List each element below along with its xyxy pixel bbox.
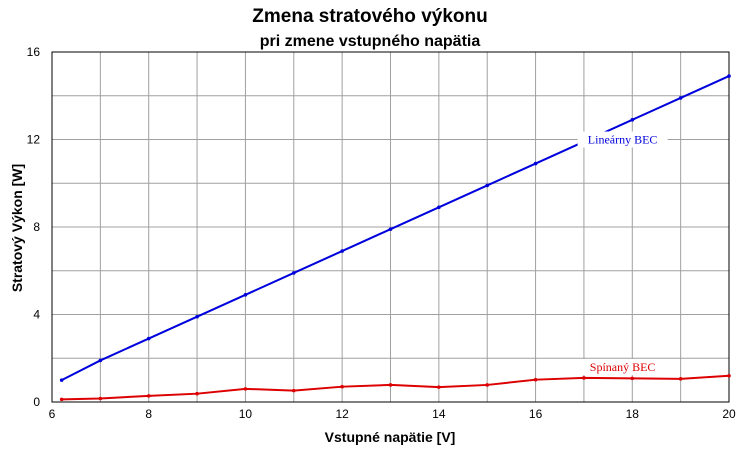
data-point bbox=[582, 376, 586, 380]
series-label-background bbox=[582, 359, 663, 375]
y-tick-label: 0 bbox=[33, 395, 40, 409]
x-tick-label: 16 bbox=[529, 407, 543, 421]
data-point bbox=[485, 383, 490, 387]
data-point bbox=[98, 358, 103, 363]
x-tick-label: 8 bbox=[145, 407, 152, 421]
y-tick-label: 8 bbox=[33, 220, 40, 234]
data-point bbox=[243, 387, 248, 391]
data-point bbox=[485, 183, 490, 188]
data-point bbox=[146, 394, 151, 398]
data-point bbox=[388, 227, 393, 231]
data-point bbox=[678, 96, 683, 100]
ticks: 6 8 10 12 14 16 18 20 0 4 8 12 16 bbox=[27, 45, 736, 421]
x-tick-label: 6 bbox=[49, 407, 56, 421]
x-axis-title: Vstupné napätie [V] bbox=[325, 429, 456, 445]
data-point bbox=[727, 373, 731, 378]
data-point bbox=[533, 377, 538, 382]
grid bbox=[52, 52, 729, 402]
y-tick-label: 4 bbox=[33, 308, 40, 322]
plot-area-border bbox=[51, 51, 730, 403]
series-label-background bbox=[577, 131, 668, 148]
y-tick-label: 12 bbox=[27, 133, 41, 147]
data-point bbox=[195, 314, 199, 319]
series: Lineárny BEC Spínaný BEC bbox=[59, 74, 731, 402]
data-point bbox=[533, 161, 538, 166]
series-label: Lineárny BEC bbox=[588, 133, 658, 147]
data-point bbox=[437, 385, 441, 389]
data-point bbox=[437, 205, 441, 210]
y-tick-label: 16 bbox=[27, 45, 41, 59]
data-point bbox=[630, 118, 635, 122]
x-tick-label: 18 bbox=[626, 407, 640, 421]
x-tick-label: 14 bbox=[432, 407, 446, 421]
data-point bbox=[678, 377, 683, 381]
data-point bbox=[727, 74, 731, 78]
data-point bbox=[146, 336, 151, 341]
data-point bbox=[340, 249, 344, 253]
data-point bbox=[291, 271, 296, 275]
chart-title: Zmena stratového výkonu bbox=[252, 6, 487, 27]
y-axis-title: Stratový Výkon [W] bbox=[9, 164, 25, 292]
data-point bbox=[388, 383, 393, 387]
data-point bbox=[340, 384, 344, 389]
data-point bbox=[59, 397, 64, 402]
series-label: Spínaný BEC bbox=[590, 360, 656, 374]
data-point bbox=[243, 293, 248, 297]
series-line bbox=[61, 374, 730, 401]
data-point bbox=[98, 396, 103, 401]
data-point bbox=[630, 376, 635, 381]
series-line bbox=[61, 75, 730, 382]
x-tick-label: 12 bbox=[335, 407, 349, 421]
x-tick-label: 10 bbox=[239, 407, 253, 421]
data-point bbox=[59, 378, 64, 382]
data-point bbox=[195, 391, 199, 396]
chart-subtitle: pri zmene vstupného napätia bbox=[260, 33, 481, 50]
x-tick-label: 20 bbox=[722, 407, 736, 421]
data-point bbox=[291, 388, 296, 393]
